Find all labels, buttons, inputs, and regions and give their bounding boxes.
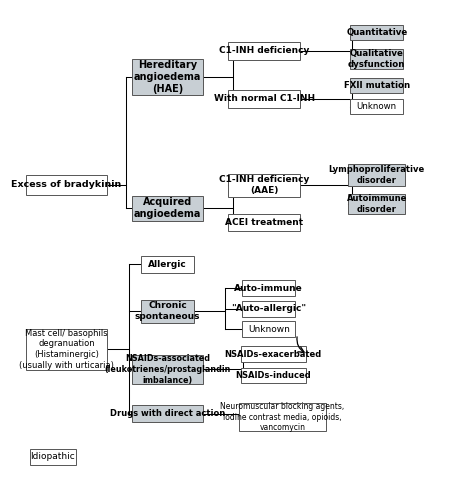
FancyBboxPatch shape: [350, 49, 403, 69]
Text: NSAIDs-induced: NSAIDs-induced: [236, 371, 311, 380]
FancyBboxPatch shape: [242, 301, 295, 317]
Text: Acquired
angioedema: Acquired angioedema: [134, 197, 201, 219]
Text: With normal C1-INH: With normal C1-INH: [214, 94, 315, 103]
FancyBboxPatch shape: [132, 196, 203, 221]
Text: Neuromuscular blocking agents,
iodine contrast media, opioids,
vancomycin: Neuromuscular blocking agents, iodine co…: [220, 402, 345, 433]
FancyBboxPatch shape: [350, 99, 403, 114]
FancyBboxPatch shape: [228, 215, 300, 231]
Text: Mast cell/ basophils
degranuation
(Histaminergic)
(usually with urticaria): Mast cell/ basophils degranuation (Hista…: [19, 329, 114, 370]
Text: "Auto-allergic": "Auto-allergic": [231, 304, 306, 313]
FancyBboxPatch shape: [26, 174, 107, 194]
Text: ACEI treatment: ACEI treatment: [225, 218, 303, 227]
FancyBboxPatch shape: [241, 346, 306, 362]
FancyBboxPatch shape: [228, 173, 300, 196]
Text: NSAIDs-associated
(leukotrienes/prostaglandin
imbalance): NSAIDs-associated (leukotrienes/prostagl…: [104, 354, 231, 385]
Text: Hereditary
angioedema
(HAE): Hereditary angioedema (HAE): [134, 60, 201, 94]
FancyBboxPatch shape: [132, 59, 203, 95]
FancyBboxPatch shape: [132, 405, 203, 422]
FancyBboxPatch shape: [30, 449, 76, 465]
FancyBboxPatch shape: [348, 194, 405, 214]
FancyBboxPatch shape: [26, 329, 107, 370]
Text: NSAIDs-exacerbated: NSAIDs-exacerbated: [225, 350, 322, 359]
Text: Idiopathic: Idiopathic: [30, 452, 75, 461]
FancyBboxPatch shape: [242, 321, 295, 337]
FancyBboxPatch shape: [141, 300, 194, 322]
Text: FXII mutation: FXII mutation: [344, 81, 410, 90]
FancyBboxPatch shape: [228, 42, 300, 60]
Text: Auto-immune: Auto-immune: [234, 284, 303, 293]
FancyBboxPatch shape: [239, 403, 326, 431]
Text: Allergic: Allergic: [148, 260, 187, 269]
Text: C1-INH deficiency
(AAE): C1-INH deficiency (AAE): [219, 175, 310, 195]
Text: Autoimmune
disorder: Autoimmune disorder: [346, 194, 407, 214]
Text: Quantitative: Quantitative: [346, 28, 407, 37]
FancyBboxPatch shape: [242, 280, 295, 296]
Text: Chronic
spontaneous: Chronic spontaneous: [135, 301, 201, 321]
Text: Qualitative
dysfunction: Qualitative dysfunction: [348, 49, 405, 69]
FancyBboxPatch shape: [228, 90, 300, 108]
Text: Unknown: Unknown: [357, 102, 397, 111]
FancyBboxPatch shape: [141, 256, 194, 273]
FancyBboxPatch shape: [350, 78, 403, 93]
Text: Drugs with direct action: Drugs with direct action: [110, 410, 225, 418]
FancyBboxPatch shape: [350, 24, 403, 40]
Text: Excess of bradykinin: Excess of bradykinin: [11, 180, 121, 189]
FancyBboxPatch shape: [348, 164, 405, 186]
FancyBboxPatch shape: [132, 354, 203, 384]
FancyBboxPatch shape: [241, 368, 306, 384]
Text: Unknown: Unknown: [248, 325, 290, 334]
Text: Lymphoproliferative
disorder: Lymphoproliferative disorder: [328, 165, 425, 185]
Text: C1-INH deficiency: C1-INH deficiency: [219, 46, 310, 56]
